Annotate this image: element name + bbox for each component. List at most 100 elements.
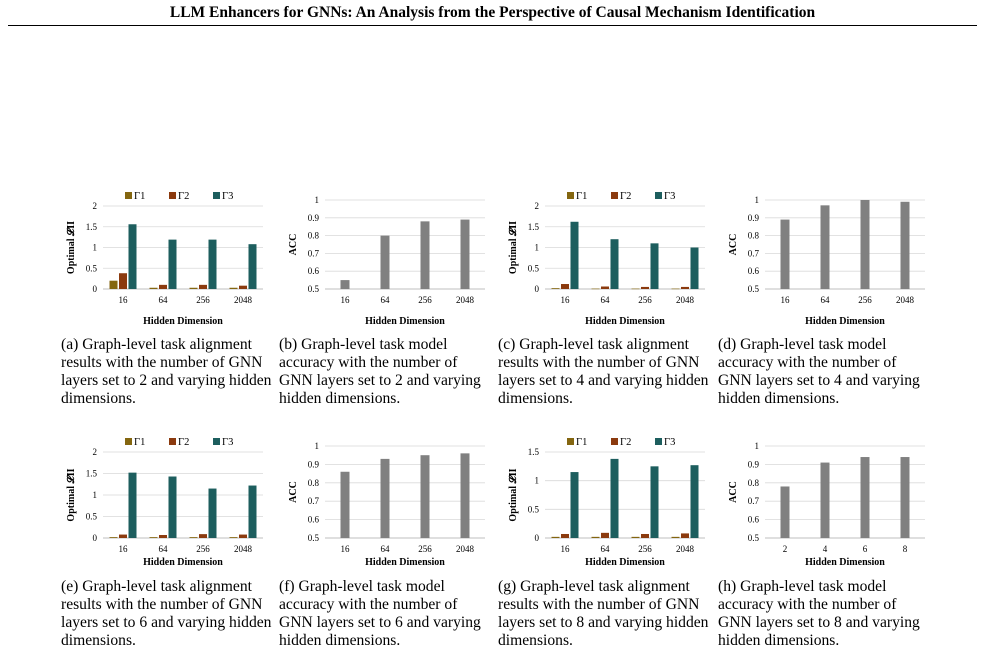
x-tick-label: 4: [823, 544, 828, 554]
bar-c-s2-16: [561, 284, 569, 289]
x-tick-label: 16: [341, 295, 351, 305]
y-tick-label: 1.5: [528, 222, 540, 232]
caption-a: (a) Graph-level task alignment results w…: [61, 336, 272, 407]
bar-a-s1-256: [189, 287, 198, 289]
bar-h-2: [780, 486, 790, 538]
legend-label: Γ1: [134, 191, 145, 202]
y-tick-label: 1: [93, 490, 98, 500]
x-tick-label: 16: [119, 295, 129, 305]
y-tick-label: 0.6: [308, 266, 320, 276]
caption-f: (f) Graph-level task model accuracy with…: [279, 578, 481, 649]
bar-c-s1-256: [631, 288, 640, 290]
bar-a-s3-256: [208, 239, 217, 289]
y-tick-label: 1.5: [86, 222, 98, 232]
legend-swatch: [655, 192, 662, 199]
y-tick-label: 0.5: [308, 533, 320, 543]
x-tick-label: 256: [196, 295, 210, 305]
x-tick-label: 2048: [234, 544, 253, 554]
legend-label: Γ2: [620, 191, 631, 202]
legend-label: Γ3: [222, 191, 233, 202]
bar-g-s2-2048: [681, 533, 689, 538]
y-axis-label: Optimal 𝓛II: [507, 468, 519, 521]
x-tick-label: 2: [783, 544, 788, 554]
x-tick-label: 2048: [456, 544, 475, 554]
bar-f-2048: [460, 453, 470, 538]
caption-b: (b) Graph-level task model accuracy with…: [279, 336, 481, 407]
legend-swatch: [213, 438, 220, 445]
bar-c-s3-256: [650, 243, 659, 289]
chart-panel-g: 0 0.5 1 1.5 16 64 256 2048 Hidden Dimension Optim…: [497, 436, 717, 576]
bar-e-s1-16: [109, 537, 118, 538]
y-tick-label: 0: [93, 533, 98, 543]
y-axis-label: ACC: [728, 481, 739, 503]
x-tick-label: 6: [863, 544, 868, 554]
chart-b: 0.5 0.6 0.7 0.8 0.9 1 16 64 256 2048 Hidden Dimens…: [288, 195, 485, 327]
bar-a-s3-64: [168, 239, 177, 289]
legend-label: Γ1: [576, 191, 587, 202]
chart-e: 0 0.5 1 1.5 2 16 64 256 2048 Hidden Dimension Opti…: [65, 437, 263, 568]
y-tick-label: 1.5: [528, 447, 540, 457]
x-tick-label: 2048: [234, 295, 253, 305]
x-tick-label: 64: [381, 544, 391, 554]
chart-panel-c: 0 0.5 1 1.5 2 16 64 256 2048 Hidden Dimension Opti…: [497, 190, 717, 330]
y-tick-label: 0.9: [308, 459, 320, 469]
chart-a: 0 0.5 1 1.5 2 16 64 256 2048 Hidden Dimension Opti…: [65, 191, 263, 327]
bar-b-2048: [460, 219, 470, 289]
x-axis-label: Hidden Dimension: [365, 316, 445, 327]
y-tick-label: 1: [755, 441, 760, 451]
x-tick-label: 64: [601, 295, 611, 305]
x-tick-label: 256: [418, 295, 432, 305]
bar-b-256: [420, 221, 430, 289]
y-axis-label: Optimal 𝓛II: [65, 468, 77, 521]
legend-swatch: [169, 192, 176, 199]
legend-label: Γ3: [664, 191, 675, 202]
x-tick-label: 256: [418, 544, 432, 554]
y-tick-label: 0.9: [748, 459, 760, 469]
x-tick-label: 2048: [676, 295, 695, 305]
bar-e-s3-16: [128, 472, 137, 538]
y-tick-label: 0: [535, 533, 540, 543]
y-axis-label: ACC: [288, 234, 299, 256]
y-tick-label: 1: [535, 476, 540, 486]
x-tick-label: 256: [858, 295, 872, 305]
x-tick-label: 64: [159, 295, 169, 305]
bar-c-s1-2048: [671, 288, 680, 290]
x-axis-label: Hidden Dimension: [805, 316, 885, 327]
x-axis-label: Hidden Dimension: [585, 316, 665, 327]
y-tick-label: 0.5: [748, 284, 760, 294]
x-axis-label: Hidden Dimension: [365, 557, 445, 568]
legend-label: Γ1: [134, 437, 145, 448]
x-tick-label: 256: [196, 544, 210, 554]
bar-e-s1-64: [149, 537, 158, 538]
y-tick-label: 1: [755, 195, 760, 205]
y-tick-label: 1: [315, 195, 320, 205]
bar-g-s3-256: [650, 466, 659, 538]
bar-d-64: [820, 205, 830, 289]
x-tick-label: 16: [561, 295, 571, 305]
y-tick-label: 1: [93, 243, 98, 253]
y-tick-label: 0.5: [748, 533, 760, 543]
legend-swatch: [567, 438, 574, 445]
bar-a-s2-64: [159, 284, 167, 289]
y-tick-label: 0.5: [528, 504, 540, 514]
y-tick-label: 0.5: [308, 284, 320, 294]
bar-f-256: [420, 455, 430, 538]
bar-c-s2-256: [641, 286, 649, 289]
page-header: LLM Enhancers for GNNs: An Analysis from…: [0, 0, 985, 28]
x-axis-label: Hidden Dimension: [805, 557, 885, 568]
y-tick-label: 0.9: [308, 213, 320, 223]
x-tick-label: 64: [159, 544, 169, 554]
chart-panel-f: 0.5 0.6 0.7 0.8 0.9 1 16 64 256 2048 Hidden Dimens…: [277, 436, 497, 576]
bar-d-2048: [900, 201, 910, 289]
chart-d: 0.5 0.6 0.7 0.8 0.9 1 16 64 256 2048 Hidden Dimens…: [728, 195, 925, 327]
bar-b-16: [340, 280, 350, 289]
bar-g-s2-16: [561, 533, 569, 538]
legend-swatch: [611, 192, 618, 199]
bar-c-s1-16: [551, 288, 560, 289]
chart-panel-b: 0.5 0.6 0.7 0.8 0.9 1 16 64 256 2048 Hidden Dimens…: [277, 190, 497, 330]
x-tick-label: 2048: [676, 544, 695, 554]
bar-e-s3-256: [208, 488, 217, 538]
bar-g-s2-64: [601, 532, 609, 538]
bar-a-s1-2048: [229, 287, 238, 289]
y-tick-label: 2: [93, 201, 98, 211]
